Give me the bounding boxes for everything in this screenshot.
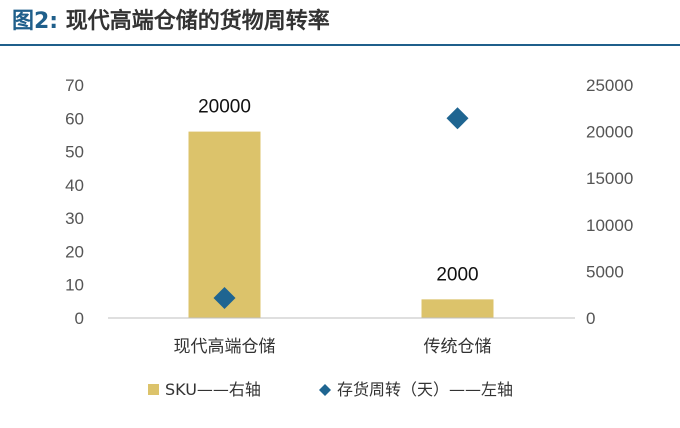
category-label: 现代高端仓储 — [174, 337, 276, 356]
sku-bar — [188, 131, 261, 318]
title-underline — [0, 44, 680, 46]
left-axis-tick-label: 10 — [65, 276, 84, 295]
title-text: 现代高端仓储的货物周转率 — [65, 9, 330, 34]
left-axis-tick-label: 30 — [65, 209, 84, 228]
legend-bar-label: SKU——右轴 — [165, 380, 261, 399]
legend-diamond-icon — [319, 384, 331, 396]
figure-label: 图2: — [12, 9, 59, 34]
right-axis-tick-label: 10000 — [586, 216, 633, 235]
left-axis-tick-label: 60 — [65, 109, 84, 128]
right-axis-tick-label: 20000 — [586, 123, 633, 142]
legend-diamond-label: 存货周转（天）——左轴 — [337, 380, 513, 399]
right-axis-tick-label: 15000 — [586, 169, 633, 188]
turnover-diamond-marker — [446, 107, 469, 130]
category-label: 传统仓储 — [424, 337, 492, 356]
left-axis-tick-label: 70 — [65, 76, 84, 95]
sku-data-label: 20000 — [198, 97, 251, 118]
left-axis-tick-label: 20 — [65, 242, 84, 261]
right-axis-tick-label: 5000 — [586, 262, 624, 281]
left-axis-tick-label: 50 — [65, 143, 84, 162]
left-axis-tick-label: 0 — [75, 309, 84, 328]
right-axis-tick-label: 25000 — [586, 76, 633, 95]
left-axis-tick-label: 40 — [65, 176, 84, 195]
legend-bar-swatch — [148, 384, 159, 395]
sku-bar — [421, 299, 494, 318]
turnover-diamond-marker — [213, 287, 236, 310]
right-axis-tick-label: 0 — [586, 309, 595, 328]
chart-title: 图2: 现代高端仓储的货物周转率 — [12, 6, 330, 38]
sku-data-label: 2000 — [436, 264, 478, 285]
